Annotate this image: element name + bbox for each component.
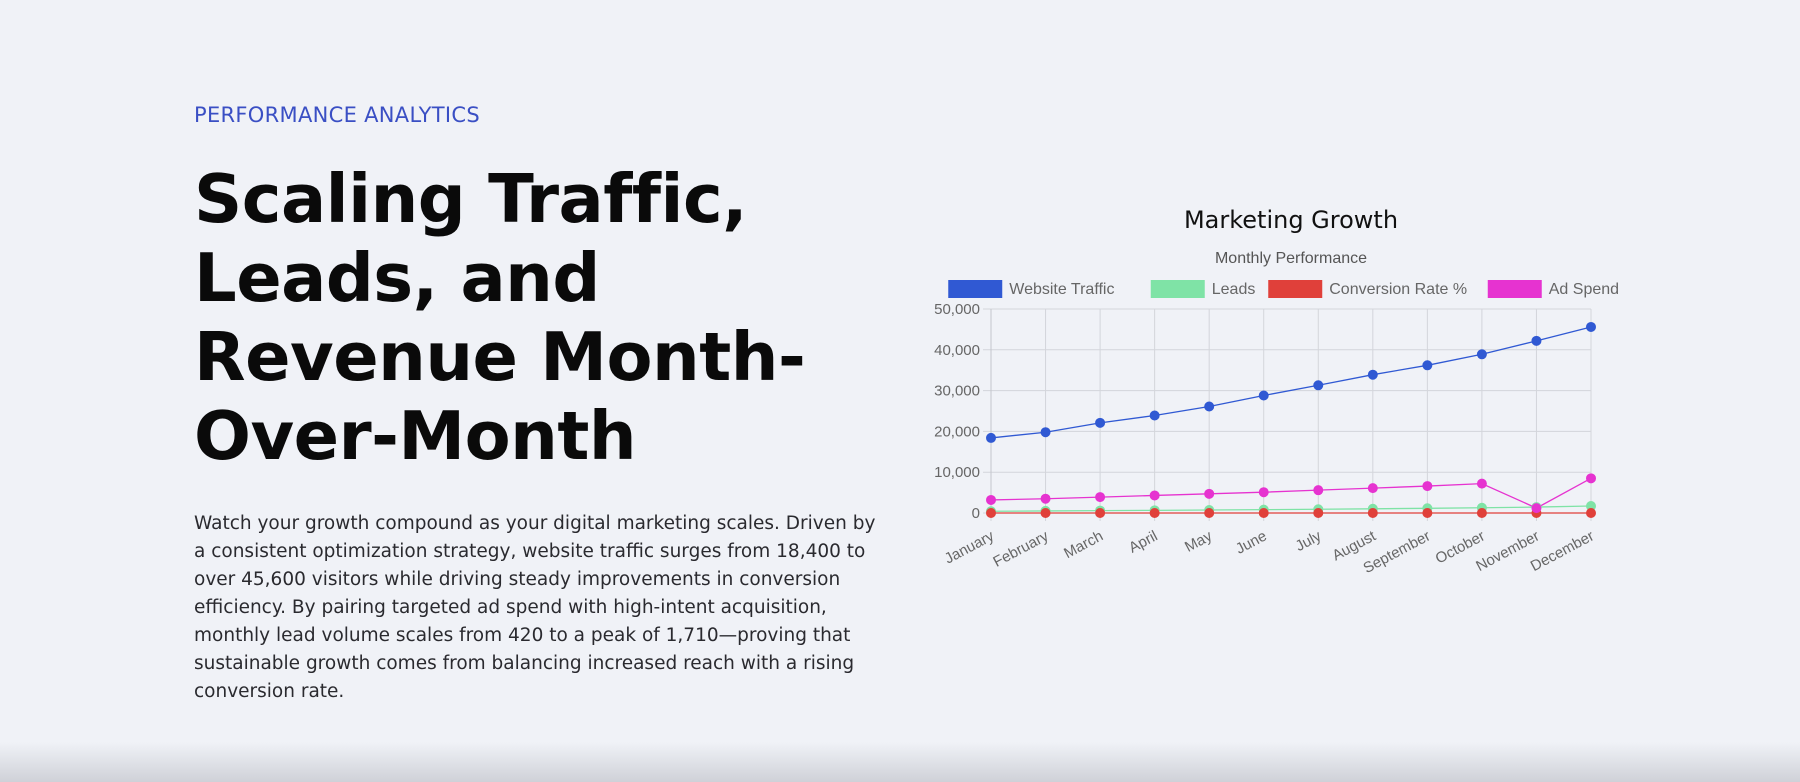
data-point [1149, 490, 1160, 501]
y-tick-label: 20,000 [934, 423, 980, 440]
data-point [1531, 503, 1542, 514]
data-point [1258, 390, 1269, 401]
legend-label: Website Traffic [1009, 281, 1114, 298]
y-tick-label: 0 [972, 505, 980, 522]
data-point [1422, 507, 1433, 518]
data-point [1313, 507, 1324, 518]
bottom-shadow [0, 742, 1800, 782]
data-point [1313, 380, 1324, 391]
legend-swatch [948, 280, 1003, 298]
data-point [1367, 483, 1378, 494]
data-point [1313, 485, 1324, 496]
data-point [1422, 481, 1433, 492]
y-tick-label: 50,000 [934, 301, 980, 318]
hero-section: PERFORMANCE ANALYTICS Scaling Traffic, L… [194, 100, 884, 706]
x-tick-label: April [1126, 528, 1160, 557]
data-point [1040, 493, 1051, 504]
y-tick-label: 40,000 [934, 342, 980, 359]
series-line [990, 505, 1592, 512]
eyebrow-label: PERFORMANCE ANALYTICS [194, 103, 481, 127]
data-point [1149, 410, 1160, 421]
data-point [1040, 427, 1051, 438]
legend-swatch [1268, 280, 1323, 298]
data-point [986, 494, 996, 505]
data-point [1586, 507, 1596, 518]
data-point [1586, 321, 1596, 332]
data-point [1204, 507, 1215, 518]
series-line [990, 326, 1592, 439]
data-point [986, 432, 996, 443]
x-tick-label: June [1233, 528, 1270, 558]
x-tick-label: July [1293, 527, 1325, 555]
data-point [1258, 487, 1269, 498]
data-point [1367, 369, 1378, 380]
chart-subtitle: Monthly Performance [1215, 250, 1367, 267]
chart-canvas: Marketing Growth Monthly Performance Websi… [934, 206, 1620, 577]
data-point [1531, 335, 1542, 346]
legend-swatch [1487, 280, 1542, 298]
x-tick-label: March [1061, 528, 1106, 563]
data-point [1040, 507, 1051, 518]
series-line [990, 477, 1592, 509]
legend-label: Leads [1212, 281, 1256, 298]
page-headline: Scaling Traffic, Leads, and Revenue Mont… [194, 160, 806, 475]
data-point [1149, 507, 1160, 518]
data-point [1476, 478, 1487, 489]
legend-label: Ad Spend $ [1549, 281, 1620, 298]
data-point [1095, 417, 1106, 428]
data-point [1258, 507, 1269, 518]
data-point [986, 507, 996, 518]
data-point [1367, 507, 1378, 518]
x-tick-label: May [1182, 527, 1215, 556]
data-point [1476, 507, 1487, 518]
intro-paragraph: Watch your growth compound as your digit… [194, 513, 876, 702]
data-point [1476, 349, 1487, 360]
y-tick-label: 30,000 [934, 383, 980, 400]
data-point [1586, 473, 1596, 484]
data-point [1095, 492, 1106, 503]
chart-title: Marketing Growth [1184, 206, 1398, 234]
y-tick-label: 10,000 [934, 464, 980, 481]
legend-label: Conversion Rate % [1329, 281, 1467, 298]
legend-swatch [1150, 280, 1205, 298]
data-point [1095, 507, 1106, 518]
marketing-growth-chart: Marketing Growth Monthly Performance Websi… [920, 195, 1620, 595]
x-tick-label: January [942, 527, 998, 567]
x-tick-label: December [1528, 528, 1597, 575]
data-point [1204, 401, 1215, 412]
x-tick-label: February [990, 527, 1051, 570]
data-point [1204, 488, 1215, 499]
data-point [1422, 360, 1433, 371]
